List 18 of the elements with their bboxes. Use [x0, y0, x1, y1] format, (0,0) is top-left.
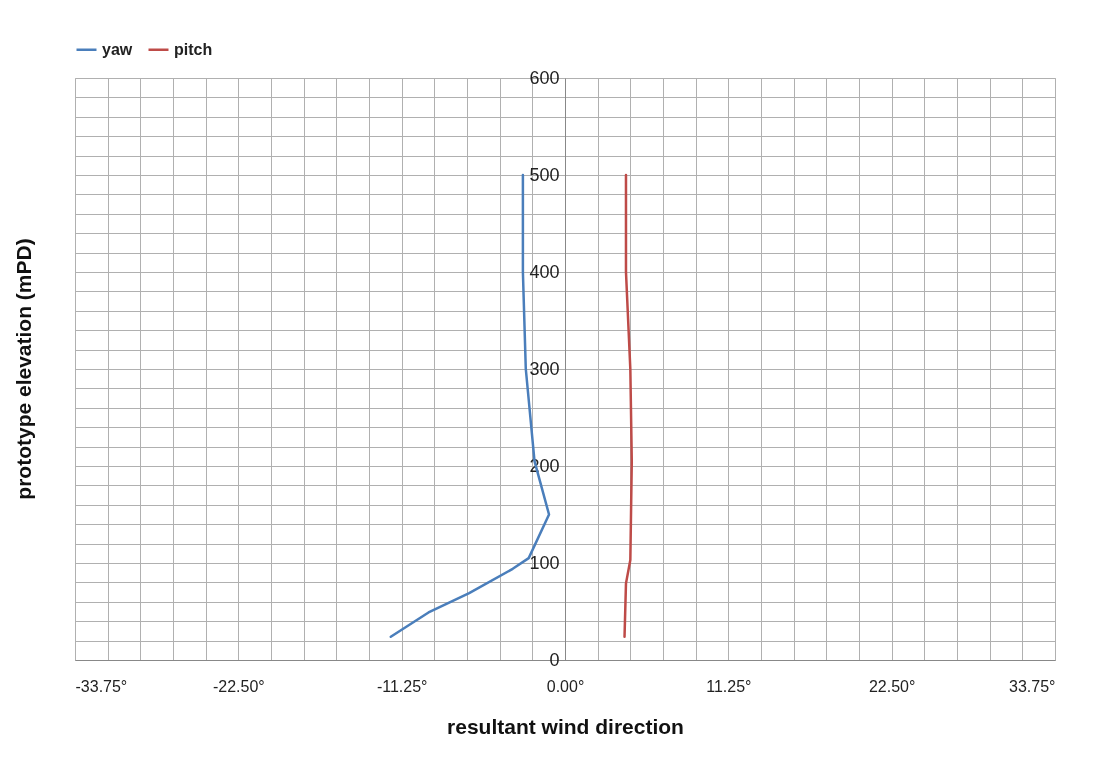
x-axis-title: resultant wind direction: [447, 714, 684, 738]
x-tick-label: 0.00°: [546, 677, 585, 695]
x-tick-label: 11.25°: [706, 677, 752, 695]
y-tick-label: 500: [529, 164, 560, 185]
x-tick-label: -22.50°: [212, 677, 265, 695]
y-axis-title: prototype elevation (mPD): [12, 238, 35, 500]
line-series: [623, 173, 634, 638]
y-tick-label: 100: [529, 552, 560, 573]
x-tick-label: 22.50°: [868, 677, 916, 695]
x-tick-label: 33.75°: [1009, 677, 1056, 695]
x-tick-label: -11.25°: [376, 677, 428, 695]
y-tick-label: 600: [529, 67, 560, 88]
legend-label: pitch: [174, 40, 213, 58]
y-tick-label: 400: [529, 261, 560, 282]
legend-label: yaw: [102, 40, 133, 58]
x-tick-label: -33.75°: [75, 677, 128, 695]
y-tick-label: 0: [549, 649, 560, 670]
y-tick-label: 300: [529, 358, 560, 379]
